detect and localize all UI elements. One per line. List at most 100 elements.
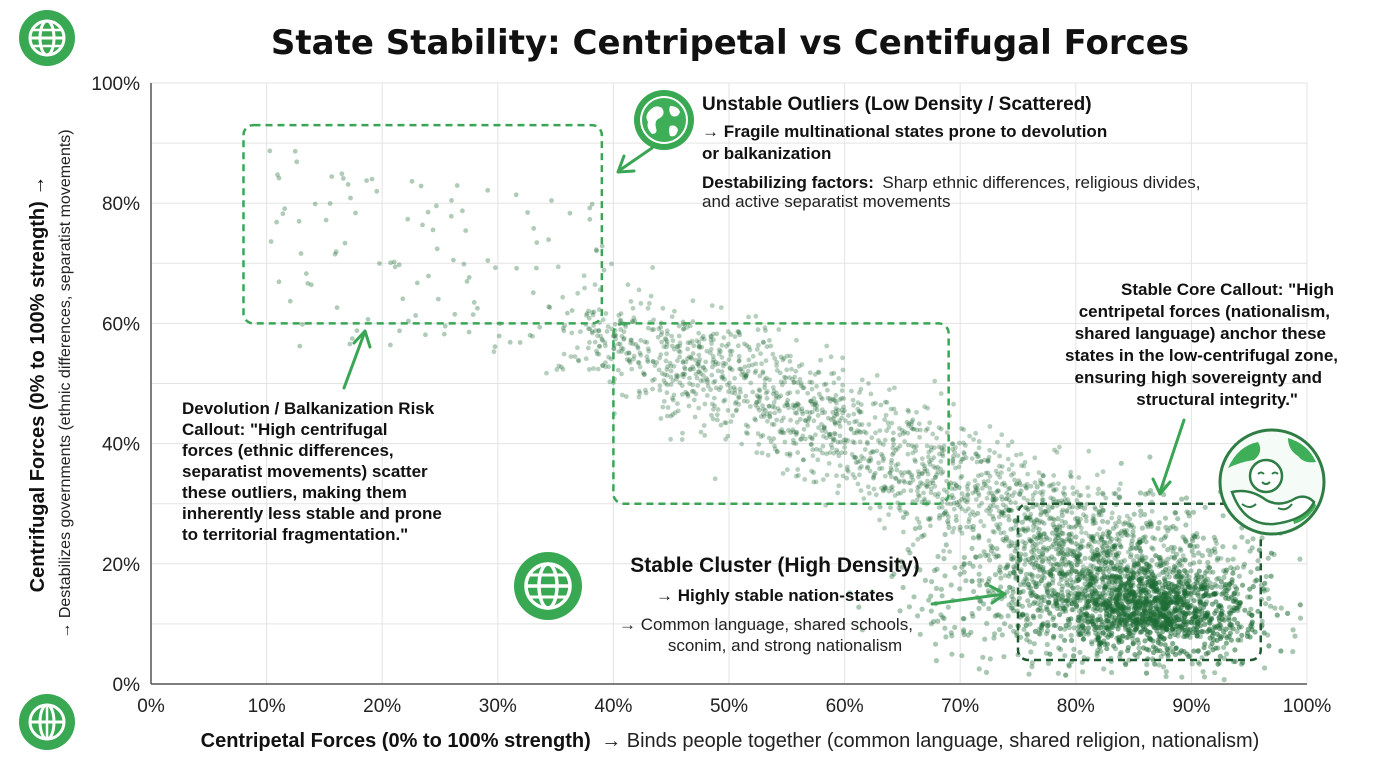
data-point — [349, 336, 355, 341]
data-point — [1027, 571, 1033, 577]
data-point — [1202, 504, 1208, 510]
data-point — [697, 345, 702, 350]
data-point — [1161, 592, 1167, 598]
data-point — [774, 449, 780, 454]
data-point — [1182, 536, 1188, 542]
data-point — [466, 275, 472, 280]
data-point — [491, 349, 497, 355]
data-point — [618, 327, 624, 332]
y-tick-label: 20% — [102, 555, 140, 576]
data-point — [1078, 619, 1084, 625]
data-point — [1181, 587, 1187, 593]
data-point — [1089, 618, 1095, 624]
data-point — [952, 624, 958, 631]
data-point — [1261, 588, 1267, 594]
data-point — [1223, 592, 1229, 598]
data-point — [1185, 610, 1191, 616]
data-point — [1137, 545, 1142, 550]
data-point — [1153, 553, 1159, 559]
data-point — [730, 413, 736, 418]
data-point — [915, 613, 921, 619]
data-point — [587, 205, 593, 211]
data-point — [728, 352, 734, 358]
data-point — [1080, 544, 1085, 549]
data-point — [1218, 611, 1224, 617]
data-point — [1162, 642, 1168, 648]
data-point — [1201, 674, 1208, 680]
data-point — [1096, 565, 1102, 571]
data-point — [908, 488, 914, 493]
data-point — [1060, 608, 1066, 614]
data-point — [1152, 575, 1158, 581]
data-point — [948, 501, 954, 507]
data-point — [1231, 598, 1237, 604]
data-point — [1025, 556, 1032, 562]
data-point — [1097, 633, 1103, 639]
data-point — [1038, 506, 1043, 512]
data-point — [1212, 546, 1218, 552]
data-point — [957, 571, 963, 577]
data-point — [1201, 616, 1207, 623]
data-point — [909, 421, 914, 427]
data-point — [660, 404, 666, 410]
data-point — [867, 505, 873, 511]
data-point — [1162, 605, 1168, 611]
data-point — [1164, 646, 1171, 653]
data-point — [1087, 581, 1093, 587]
data-point — [709, 401, 715, 407]
data-point — [687, 375, 692, 381]
data-point — [1201, 593, 1207, 599]
data-point — [1060, 572, 1065, 577]
data-point — [846, 413, 851, 418]
data-point — [902, 439, 907, 444]
data-point — [814, 403, 820, 409]
data-point — [1073, 541, 1079, 547]
data-point — [1093, 608, 1099, 614]
data-point — [1115, 634, 1121, 640]
data-point — [1127, 596, 1134, 602]
data-point — [1019, 603, 1025, 609]
data-point — [1107, 619, 1113, 625]
data-point — [1068, 597, 1073, 603]
data-point — [1183, 592, 1189, 598]
data-point — [1060, 551, 1066, 556]
data-point — [733, 399, 739, 405]
data-point — [1053, 600, 1059, 607]
data-point — [825, 395, 831, 401]
data-point — [1046, 593, 1052, 600]
data-point — [862, 447, 868, 452]
data-point — [949, 633, 955, 639]
data-point — [1131, 563, 1137, 569]
data-point — [685, 346, 690, 352]
data-point — [963, 455, 969, 461]
y-axis-sublabel: → Destabilizes governments (ethnic diffe… — [57, 129, 74, 638]
data-point — [1196, 550, 1202, 556]
data-point — [1144, 646, 1150, 652]
data-point — [1074, 592, 1081, 598]
data-point — [711, 357, 716, 363]
data-point — [984, 620, 990, 627]
data-point — [1164, 645, 1170, 652]
data-point — [1022, 562, 1028, 567]
data-point — [1226, 614, 1232, 621]
data-point — [1046, 582, 1052, 588]
data-point — [1202, 641, 1208, 647]
data-point — [1018, 488, 1024, 494]
data-point — [809, 435, 815, 441]
data-point — [1096, 486, 1101, 492]
y-tick-label: 60% — [102, 314, 140, 335]
data-point — [1192, 614, 1198, 620]
data-point — [1261, 630, 1267, 636]
data-point — [1179, 496, 1185, 502]
data-point — [1004, 490, 1009, 496]
data-point — [1118, 481, 1123, 487]
data-point — [856, 604, 862, 610]
data-point — [1235, 637, 1241, 643]
data-point — [967, 433, 972, 439]
data-point — [1023, 557, 1029, 563]
data-point — [721, 335, 727, 340]
data-point — [680, 371, 685, 377]
data-point — [312, 201, 318, 207]
data-point — [1163, 533, 1169, 539]
